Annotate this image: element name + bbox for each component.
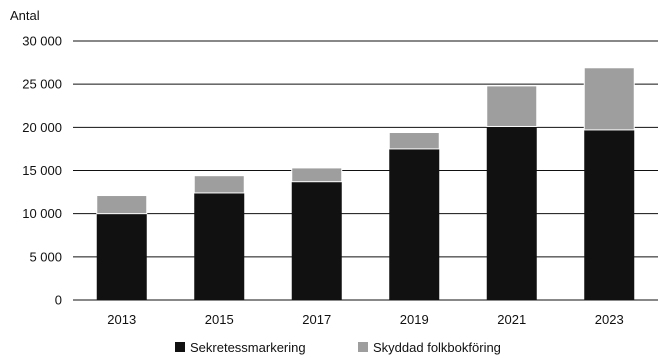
y-tick-label: 5 000 <box>29 249 62 264</box>
bar-segment <box>583 67 635 131</box>
x-tick-label: 2019 <box>400 312 429 327</box>
gridlines <box>73 40 658 301</box>
legend-swatch <box>175 342 185 352</box>
x-tick-label: 2015 <box>205 312 234 327</box>
x-tick-label: 2023 <box>595 312 624 327</box>
legend-label: Sekretessmarkering <box>190 340 306 355</box>
x-tick-label: 2021 <box>497 312 526 327</box>
y-tick-label: 20 000 <box>22 120 62 135</box>
bar-segment <box>96 213 147 300</box>
y-axis-title: Antal <box>10 8 40 23</box>
y-tick-label: 10 000 <box>22 206 62 221</box>
bar-segment <box>389 148 440 300</box>
y-tick-label: 15 000 <box>22 163 62 178</box>
bar-segment <box>584 129 635 300</box>
y-tick-label: 25 000 <box>22 77 62 92</box>
bar-segment <box>291 167 343 183</box>
bar-segment <box>194 192 245 300</box>
legend-swatch <box>358 342 368 352</box>
y-tick-label: 0 <box>55 293 62 308</box>
y-axis-tick-labels: 0 5 000 10 000 15 000 20 000 25 000 30 000 <box>22 34 62 308</box>
legend-label: Skyddad folkbokföring <box>373 340 501 355</box>
y-tick-label: 30 000 <box>22 34 62 49</box>
bars <box>96 67 635 300</box>
bar-segment <box>291 181 342 300</box>
bar-segment <box>193 175 245 194</box>
x-tick-label: 2017 <box>302 312 331 327</box>
legend: Sekretessmarkering Skyddad folkbokföring <box>175 340 501 355</box>
bar-segment <box>96 195 148 215</box>
bar-segment <box>388 132 440 150</box>
bar-segment <box>486 126 537 300</box>
bar-segment <box>486 85 538 127</box>
x-axis-tick-labels: 2013 2015 2017 2019 2021 2023 <box>107 312 623 327</box>
x-tick-label: 2013 <box>107 312 136 327</box>
